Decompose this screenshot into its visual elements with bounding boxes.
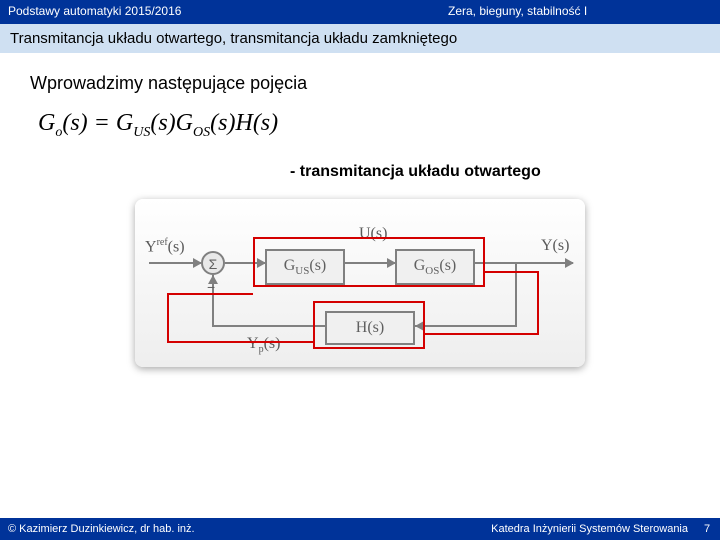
eq-gus-sub: US: [133, 125, 150, 140]
signal-yp: Yp(s): [247, 335, 280, 355]
red-line-v1: [167, 293, 169, 343]
signal-yref: Yref(s): [145, 237, 185, 256]
red-box-forward: [253, 237, 485, 287]
wire-fb-to-h: [415, 325, 517, 327]
open-loop-label: - transmitancja układu otwartego: [290, 163, 690, 181]
eq-gus: G: [116, 110, 133, 136]
footer-dept: Katedra Inżynierii Systemów Sterowania: [491, 523, 694, 535]
red-line-v2: [537, 271, 539, 335]
equation-go: Go(s) = GUS(s)GOS(s)H(s): [38, 110, 690, 141]
eq-g: G: [38, 110, 55, 136]
eq-s3: (s): [210, 110, 235, 136]
eq-gos: G: [176, 110, 193, 136]
eq-s4: (s): [253, 110, 278, 136]
eq-s1: (s): [62, 110, 87, 136]
eq-gos-sub: OS: [193, 125, 210, 140]
summing-junction: Σ: [201, 251, 225, 275]
footer-page-number: 7: [694, 523, 720, 535]
slide-subtitle: Transmitancja układu otwartego, transmit…: [0, 24, 720, 53]
header-topic: Zera, bieguny, stabilność I: [440, 0, 720, 24]
footer: © Kazimierz Duzinkiewicz, dr hab. inż. K…: [0, 518, 720, 540]
wire-out: [475, 262, 573, 264]
eq-equals: =: [88, 110, 116, 136]
eq-s2: (s): [150, 110, 175, 136]
footer-author: © Kazimierz Duzinkiewicz, dr hab. inż.: [0, 523, 491, 535]
arrow-out: [565, 258, 574, 268]
red-line-h4: [167, 341, 313, 343]
red-line-h3: [425, 333, 539, 335]
eq-h: H: [235, 110, 252, 136]
header-course: Podstawy automatyki 2015/2016: [0, 0, 440, 24]
red-line-h2: [485, 271, 539, 273]
signal-y: Y(s): [541, 237, 569, 255]
red-box-feedback: [313, 301, 425, 349]
block-diagram: Yref(s) U(s) Y(s) Yp(s) Σ: [135, 199, 585, 367]
wire-h-left: [213, 325, 325, 327]
slide-content: Wprowadzimy następujące pojęcia Go(s) = …: [0, 53, 720, 387]
intro-text: Wprowadzimy następujące pojęcia: [30, 73, 690, 94]
red-line-h1: [167, 293, 253, 295]
